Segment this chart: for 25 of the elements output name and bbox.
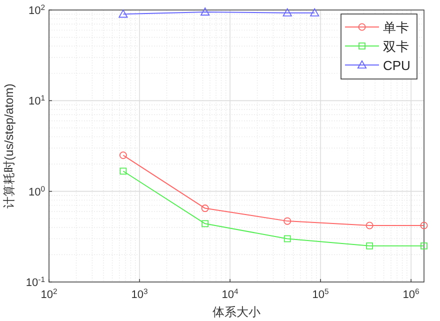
legend-label: CPU [383,58,410,73]
x-tick-label: 10$^{6}$ [402,286,420,301]
point [284,235,291,242]
x-tick-label: 10$^{3}$ [131,286,148,301]
x-axis-title: 体系大小 [212,305,260,319]
x-tick-label: 10$^{2}$ [40,286,58,301]
point [119,152,127,160]
x-tick-label: 10$^{5}$ [312,286,329,301]
y-tick-label: 10$^{-1}$ [26,274,45,289]
point [282,8,292,16]
x-tick-label: 10$^{4}$ [222,286,240,301]
point [201,204,209,212]
point [118,10,128,18]
legend-label: 双卡 [383,39,409,54]
y-tick-label: 10$^{0}$ [28,184,45,198]
point [120,168,127,175]
point [366,242,374,250]
point [200,7,210,16]
point [202,220,209,228]
y-tick-label: 10$^{2}$ [28,2,45,17]
legend-label: 单卡 [383,20,409,35]
y-axis-title: 计算耗时(us/step/atom) [2,84,16,208]
y-tick-label: 10$^{1}$ [28,93,45,108]
point [284,217,292,225]
point [366,222,374,230]
